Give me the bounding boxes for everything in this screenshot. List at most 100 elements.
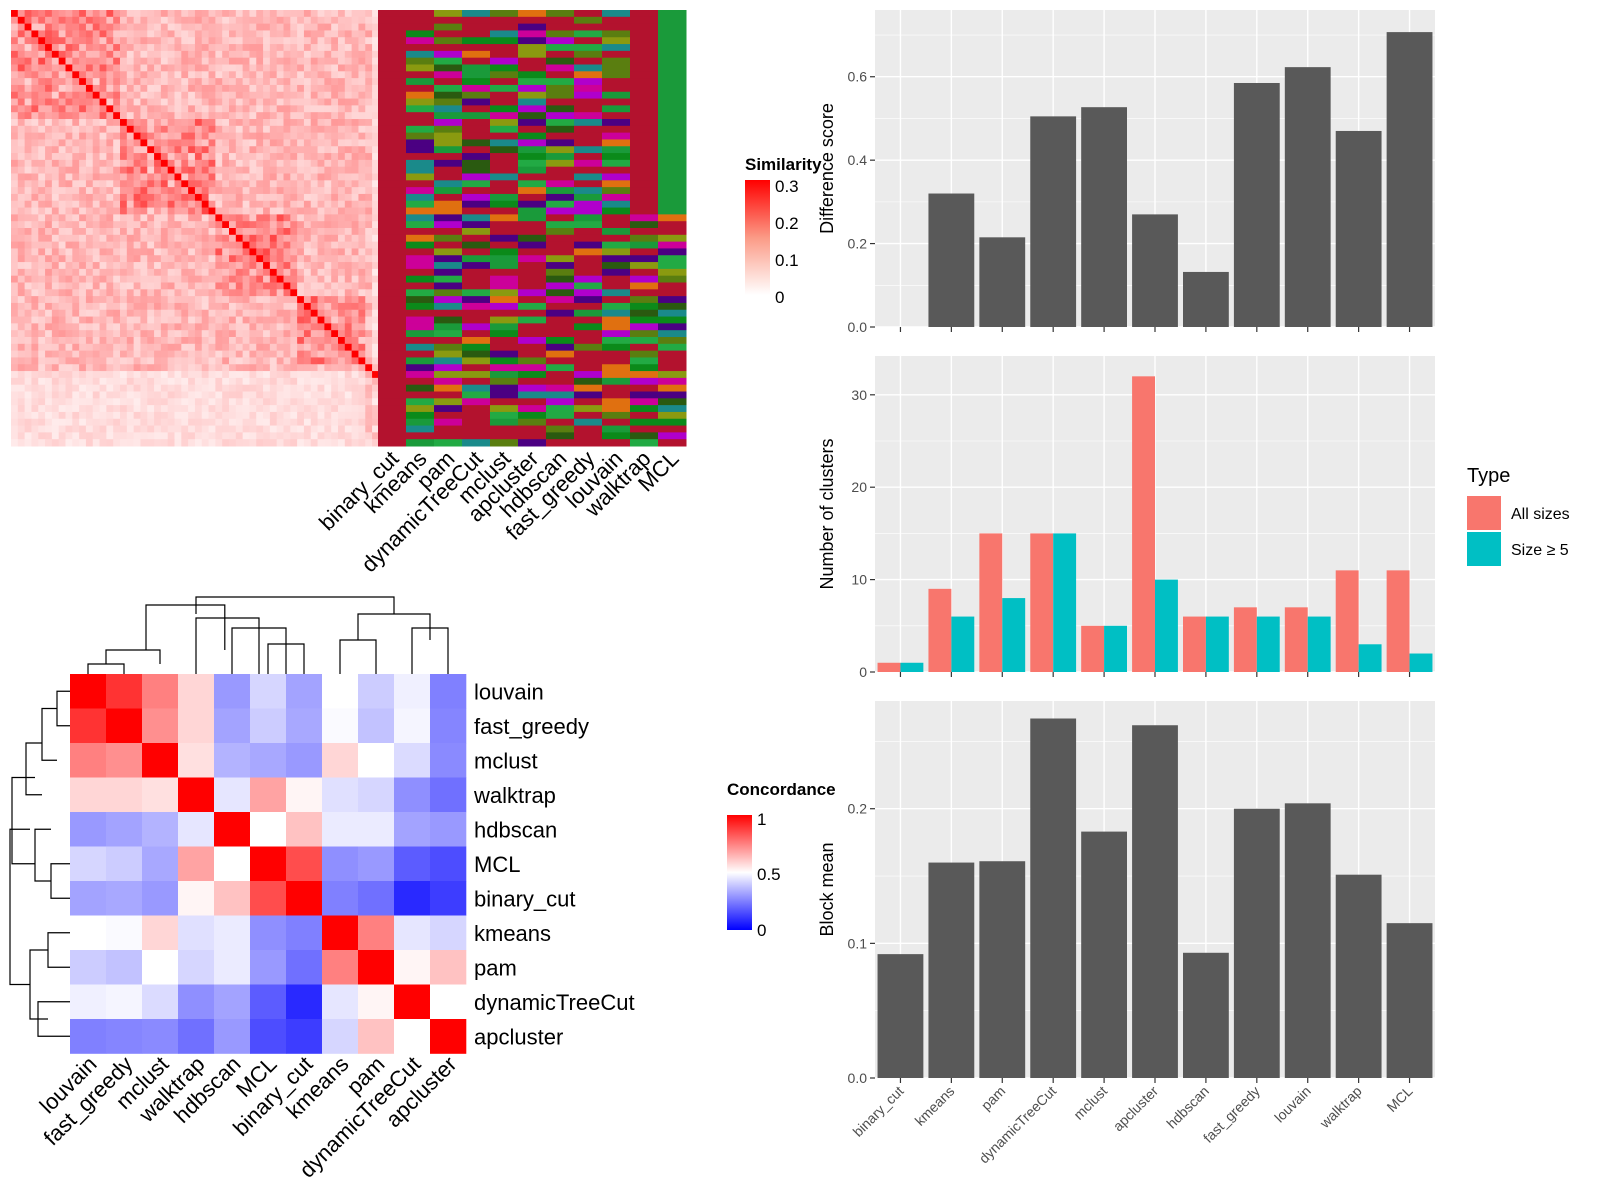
similarity-cell (99, 78, 107, 86)
similarity-cell (208, 337, 216, 345)
similarity-cell (242, 425, 250, 433)
similarity-cell (147, 23, 155, 31)
similarity-cell (194, 78, 203, 86)
similarity-cell (242, 289, 250, 297)
similarity-cell (242, 282, 250, 290)
similarity-cell (242, 64, 250, 72)
cluster-cell (434, 282, 463, 290)
similarity-cell (242, 139, 250, 147)
similarity-cell (167, 221, 175, 229)
similarity-cell (194, 296, 203, 304)
cluster-cell (658, 282, 687, 290)
similarity-cell (24, 255, 32, 263)
similarity-cell (154, 193, 162, 202)
similarity-cell (351, 364, 359, 372)
cluster-cell (434, 248, 463, 256)
similarity-cell (331, 193, 339, 202)
similarity-cell (201, 411, 210, 420)
cluster-cell (462, 425, 491, 433)
similarity-cell (140, 268, 148, 277)
similarity-cell (283, 78, 291, 86)
similarity-cell (160, 37, 169, 45)
similarity-cell (208, 384, 216, 392)
similarity-cell (113, 337, 121, 345)
similarity-cell (120, 309, 128, 318)
cluster-cell (630, 200, 659, 209)
similarity-cell (324, 439, 332, 447)
similarity-cell (194, 268, 203, 277)
cluster-cell (602, 289, 631, 297)
similarity-cell (263, 255, 271, 263)
similarity-cell (249, 432, 257, 440)
similarity-cell (106, 139, 114, 147)
similarity-cell (160, 241, 169, 249)
cluster-cell (574, 262, 603, 270)
similarity-cell (99, 23, 107, 31)
similarity-cell (188, 248, 196, 256)
similarity-cell (351, 30, 359, 38)
similarity-cell (113, 200, 121, 209)
similarity-cell (167, 432, 175, 440)
cluster-cell (518, 98, 547, 106)
cluster-cell (490, 221, 519, 229)
cluster-cell (406, 405, 435, 413)
similarity-cell (194, 98, 203, 106)
similarity-cell (17, 377, 26, 386)
cluster-cell (574, 398, 603, 406)
similarity-cell (17, 44, 26, 52)
similarity-cell (324, 228, 332, 236)
cluster-cell (490, 64, 519, 72)
cluster-cell (602, 91, 631, 100)
similarity-cell (92, 241, 101, 249)
cluster-cell (658, 153, 687, 161)
similarity-cell (365, 425, 373, 433)
similarity-cell (229, 132, 237, 140)
similarity-cell (38, 343, 46, 352)
similarity-cell (85, 159, 94, 168)
similarity-cell (222, 357, 230, 365)
similarity-cell (365, 78, 373, 86)
similarity-cell (310, 425, 319, 433)
similarity-cell (24, 337, 32, 345)
similarity-cell (215, 207, 223, 215)
cluster-cell (630, 282, 659, 290)
similarity-cell (11, 364, 19, 372)
similarity-cell (51, 159, 60, 168)
similarity-cell (126, 364, 135, 372)
similarity-cell (188, 84, 196, 93)
cluster-cell (574, 418, 603, 427)
similarity-cell (79, 132, 87, 140)
cluster-cell (546, 384, 575, 392)
similarity-cell (303, 234, 312, 243)
similarity-cell (276, 16, 284, 25)
similarity-cell (344, 98, 353, 106)
similarity-cell (58, 214, 66, 222)
similarity-cell (126, 10, 135, 18)
similarity-cell (372, 377, 380, 386)
cluster-cell (574, 71, 603, 79)
similarity-cell (201, 377, 210, 386)
cluster-cell (490, 139, 519, 147)
similarity-cell (222, 377, 230, 386)
similarity-cell (45, 166, 53, 174)
similarity-cell (154, 153, 162, 161)
similarity-cell (31, 275, 39, 283)
similarity-cell (120, 200, 128, 209)
similarity-cell (269, 173, 278, 181)
similarity-cell (235, 159, 244, 168)
similarity-cell (338, 84, 346, 93)
similarity-cell (358, 98, 366, 106)
similarity-cell (38, 221, 46, 229)
similarity-cell (365, 132, 373, 140)
similarity-cell (283, 153, 291, 161)
similarity-cell (24, 296, 32, 304)
similarity-cell (256, 200, 264, 209)
cluster-cell (490, 132, 519, 140)
similarity-cell (372, 384, 380, 392)
cluster-cell (406, 200, 435, 209)
similarity-cell (154, 125, 162, 134)
similarity-cell (351, 166, 359, 174)
similarity-cell (174, 146, 182, 154)
similarity-cell (249, 193, 257, 202)
cluster-cell (602, 241, 631, 249)
